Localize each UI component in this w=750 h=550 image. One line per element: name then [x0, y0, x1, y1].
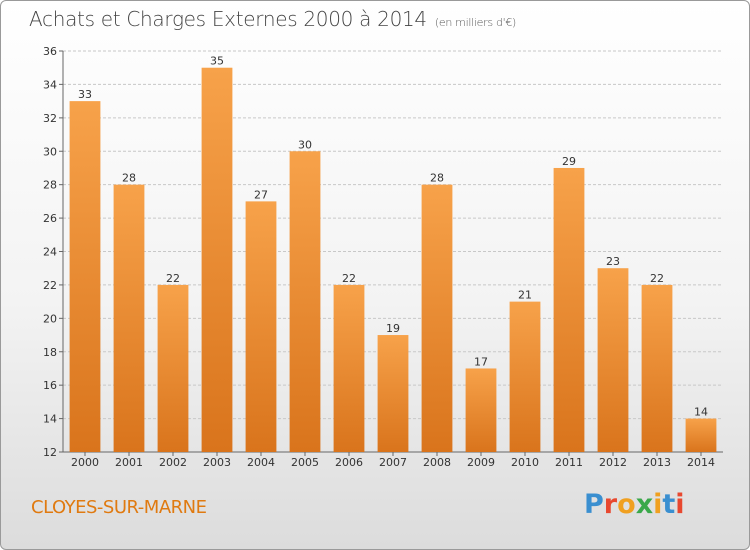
x-tick-label: 2007 [379, 456, 407, 469]
y-tick-label: 22 [43, 279, 57, 292]
bar-2008 [421, 184, 453, 452]
x-tick-label: 2011 [555, 456, 583, 469]
data-label-2001: 28 [122, 172, 136, 185]
bar-2005 [289, 151, 321, 452]
data-label-2005: 30 [298, 138, 312, 151]
x-tick-label: 2000 [71, 456, 99, 469]
chart-subtitle: (en milliers d'€) [434, 16, 517, 29]
axes: 12 14 16 18 20 22 24 26 28 30 32 34 36 2000 2001 2002 20… [43, 45, 723, 469]
y-tick-label: 30 [43, 145, 57, 158]
data-label-2006: 22 [342, 272, 356, 285]
logo-letter: i [675, 489, 685, 520]
bar-2004 [245, 201, 277, 452]
bar-2013 [641, 284, 673, 452]
bar-2011 [553, 167, 585, 453]
y-tick-label: 20 [43, 312, 57, 325]
bars [69, 67, 717, 453]
logo-letter: i [653, 489, 663, 520]
x-tick-label: 2012 [599, 456, 627, 469]
bar-2012 [597, 268, 629, 452]
x-tick-label: 2004 [247, 456, 275, 469]
data-label-2007: 19 [386, 322, 400, 335]
logo-letter: P [584, 489, 604, 520]
bar-2014 [685, 418, 717, 452]
x-tick-label: 2014 [687, 456, 715, 469]
proxiti-logo[interactable]: Proxiti [584, 489, 685, 520]
bar-2000 [69, 101, 101, 452]
bar-2002 [157, 284, 189, 452]
chart-title-text: Achats et Charges Externes 2000 à 2014 [29, 7, 427, 31]
logo-letter: x [635, 489, 654, 520]
x-tick-label: 2006 [335, 456, 363, 469]
y-tick-label: 14 [43, 413, 57, 426]
x-tick-label: 2001 [115, 456, 143, 469]
logo-letter: t [662, 489, 676, 520]
data-label-2014: 14 [694, 406, 708, 419]
y-tick-label: 34 [43, 78, 57, 91]
x-tick-label: 2002 [159, 456, 187, 469]
logo-letter: r [603, 489, 618, 520]
data-label-2008: 28 [430, 172, 444, 185]
bar-2006 [333, 284, 365, 452]
y-tick-label: 18 [43, 346, 57, 359]
y-tick-label: 24 [43, 246, 57, 259]
y-tick-label: 16 [43, 379, 57, 392]
data-label-2010: 21 [518, 289, 532, 302]
x-tick-label: 2005 [291, 456, 319, 469]
data-label-2004: 27 [254, 188, 268, 201]
chart-title: Achats et Charges Externes 2000 à 2014 (e… [29, 7, 516, 31]
bar-2010 [509, 301, 541, 452]
logo-letter: o [617, 489, 636, 520]
y-tick-label: 28 [43, 179, 57, 192]
x-tick-label: 2010 [511, 456, 539, 469]
x-tick-label: 2003 [203, 456, 231, 469]
x-tick-label: 2013 [643, 456, 671, 469]
y-tick-label: 26 [43, 212, 57, 225]
data-label-2003: 35 [210, 55, 224, 68]
y-tick-label: 36 [43, 45, 57, 58]
data-label-2002: 22 [166, 272, 180, 285]
data-label-2012: 23 [606, 255, 620, 268]
bar-2009 [465, 368, 497, 452]
data-label-2013: 22 [650, 272, 664, 285]
y-tick-label: 32 [43, 112, 57, 125]
bar-2001 [113, 184, 145, 452]
x-tick-label: 2008 [423, 456, 451, 469]
x-tick-label: 2009 [467, 456, 495, 469]
y-tick-label: 12 [43, 446, 57, 459]
data-label-2011: 29 [562, 155, 576, 168]
data-labels: 33 28 22 35 27 30 22 19 28 17 21 29 23 22 14 [78, 55, 708, 419]
town-name: CLOYES-SUR-MARNE [31, 497, 207, 518]
data-label-2009: 17 [474, 355, 488, 368]
bar-2007 [377, 335, 409, 452]
bar-2003 [201, 67, 233, 452]
data-label-2000: 33 [78, 88, 92, 101]
